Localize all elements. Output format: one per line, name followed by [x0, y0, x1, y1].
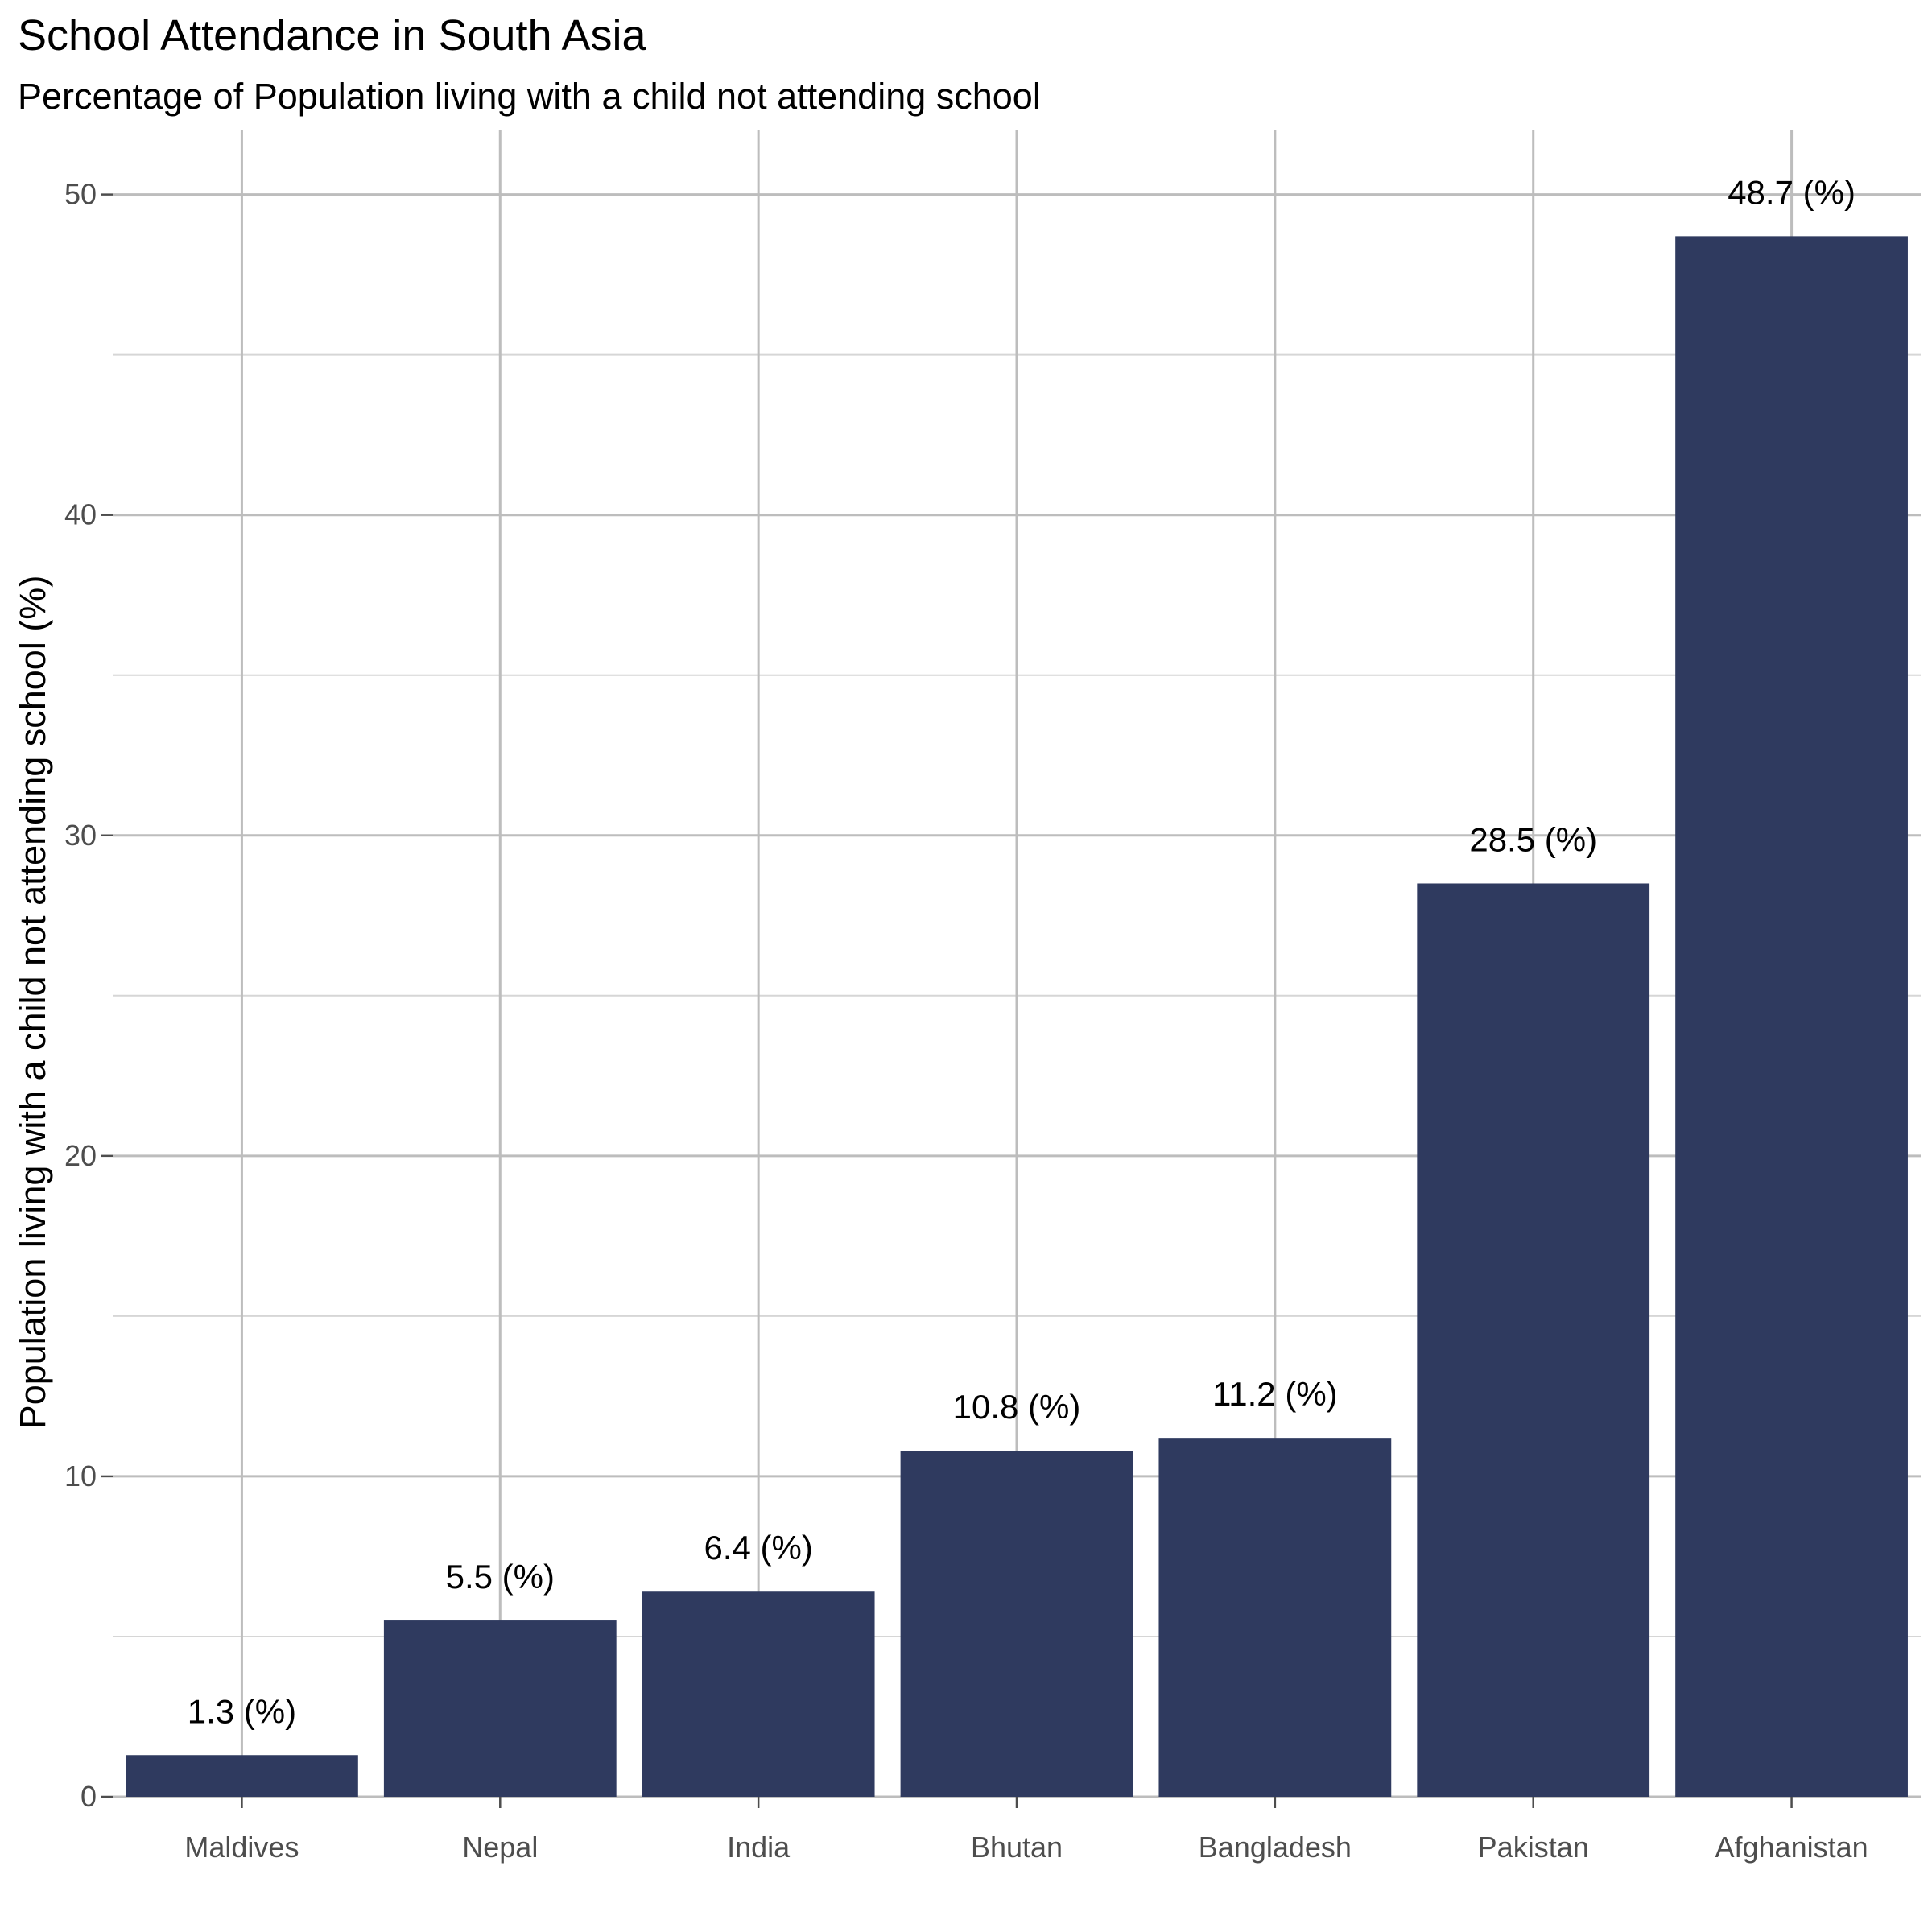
y-tick-label: 50 — [64, 178, 97, 211]
bar-bangladesh — [1158, 1438, 1392, 1797]
chart-subtitle: Percentage of Population living with a c… — [18, 76, 1041, 117]
x-tick-label: Nepal — [462, 1831, 538, 1864]
y-tick-label: 0 — [80, 1780, 97, 1813]
y-tick-label: 40 — [64, 498, 97, 531]
data-label: 11.2 (%) — [1212, 1375, 1338, 1413]
bar-pakistan — [1417, 883, 1650, 1797]
data-label: 10.8 (%) — [953, 1388, 1081, 1426]
bar-afghanistan — [1675, 236, 1908, 1798]
x-tick-label: Bangladesh — [1199, 1831, 1352, 1864]
y-tick-label: 30 — [64, 819, 97, 852]
x-tick-label: India — [727, 1831, 791, 1864]
chart-title: School Attendance in South Asia — [18, 11, 647, 60]
bar-india — [642, 1591, 875, 1797]
x-tick-label: Maldives — [184, 1831, 299, 1864]
data-label: 28.5 (%) — [1469, 820, 1597, 858]
x-tick-label: Afghanistan — [1715, 1831, 1868, 1864]
data-label: 48.7 (%) — [1728, 173, 1856, 211]
data-labels: 1.3 (%) 5.5 (%) 6.4 (%) 10.8 (%) 11.2 (%) 28.… — [188, 173, 1856, 1730]
data-label: 5.5 (%) — [446, 1558, 555, 1596]
y-tick-label: 20 — [64, 1139, 97, 1172]
data-label: 6.4 (%) — [704, 1529, 812, 1567]
bar-maldives — [126, 1755, 358, 1797]
y-tick-label: 10 — [64, 1459, 97, 1492]
bars — [126, 236, 1908, 1798]
data-label: 1.3 (%) — [188, 1692, 296, 1730]
bar-bhutan — [900, 1451, 1133, 1797]
bar-nepal — [383, 1620, 617, 1797]
y-axis-label: Population living with a child not atten… — [12, 576, 53, 1430]
axes: 0 10 20 30 40 50 Maldives Nepal India Bhutan Bangl… — [64, 178, 1868, 1864]
x-tick-label: Pakistan — [1478, 1831, 1589, 1864]
x-tick-label: Bhutan — [971, 1831, 1063, 1864]
